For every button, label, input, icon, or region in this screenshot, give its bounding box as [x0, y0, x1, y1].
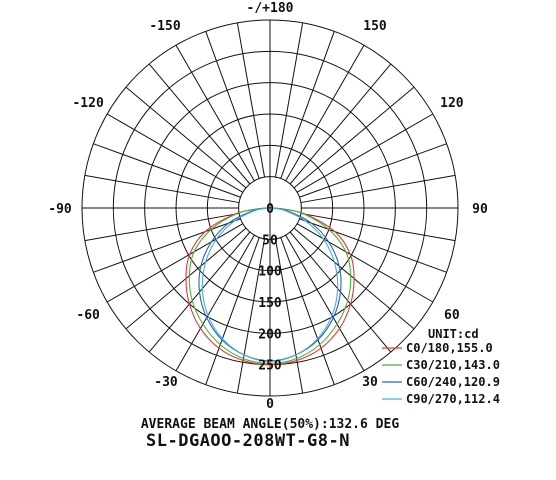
radial-tick-label-250: 250: [258, 359, 282, 374]
grid-spoke-70: [299, 218, 447, 273]
series-line-4: [201, 207, 339, 363]
legend-label-2: C30/210,143.0: [406, 358, 500, 372]
grid-spoke-140: [289, 63, 392, 185]
series-layer: [185, 207, 355, 366]
grid-spoke-20: [280, 237, 335, 385]
series-line-1: [185, 207, 355, 366]
grid-spoke-150: [285, 44, 365, 182]
angle-label-150: 150: [363, 19, 387, 34]
grid-spoke-130: [293, 86, 415, 189]
angle-label-neg60: -60: [76, 308, 100, 323]
grid-spoke-230: [125, 86, 247, 189]
unit-label: UNIT:cd: [428, 327, 479, 341]
grid-spoke-10: [274, 238, 304, 394]
grid-spoke-170: [274, 22, 304, 178]
angle-label-60: 60: [444, 308, 460, 323]
legend-label-1: C0/180,155.0: [406, 341, 493, 355]
grid-spoke-290: [93, 218, 241, 273]
radial-tick-label-150: 150: [258, 296, 282, 311]
angle-label-180: -/+180: [247, 1, 294, 16]
series-line-2: [188, 207, 352, 364]
radial-tick-label-0: 0: [266, 202, 274, 217]
grid-spoke-330: [175, 234, 255, 372]
grid-spoke-210: [175, 44, 255, 182]
grid-spoke-220: [148, 63, 251, 185]
grid-spoke-30: [285, 234, 365, 372]
grid-spoke-240: [106, 113, 244, 193]
legend-label-3: C60/240,120.9: [406, 375, 500, 389]
angle-label-neg90: -90: [48, 202, 72, 217]
grid-spoke-340: [205, 237, 260, 385]
radial-tick-label-200: 200: [258, 327, 282, 342]
angle-tick-labels: -/+180 150 -150 120 -120 90 -90 60 -60 30 -30 0: [48, 1, 488, 412]
angle-label-120: 120: [440, 96, 464, 111]
grid-spoke-300: [106, 223, 244, 303]
grid-spoke-250: [93, 143, 241, 198]
grid-spoke-200: [205, 31, 260, 179]
grid-spoke-120: [296, 113, 434, 193]
beam-angle-caption: AVERAGE BEAM ANGLE(50%):132.6 DEG: [141, 417, 399, 432]
grid-spoke-260: [84, 174, 240, 204]
grid-spoke-110: [299, 143, 447, 198]
series-line-3: [198, 207, 342, 362]
angle-label-neg150: -150: [149, 19, 180, 34]
radial-tick-label-50: 50: [262, 233, 278, 248]
grid-spoke-80: [300, 212, 456, 242]
legend: UNIT:cd C0/180,155.0 C30/210,143.0 C60/240…: [382, 327, 500, 406]
angle-label-30: 30: [362, 375, 378, 390]
grid-spoke-160: [280, 31, 335, 179]
angle-label-neg120: -120: [72, 96, 103, 111]
grid-spoke-100: [300, 174, 456, 204]
angle-label-neg30: -30: [154, 375, 178, 390]
legend-label-4: C90/270,112.4: [406, 392, 500, 406]
angle-label-90: 90: [472, 202, 488, 217]
radial-tick-labels: 0 50 100 150 200 250: [258, 202, 282, 374]
grid-spoke-60: [296, 223, 434, 303]
grid-spoke-280: [84, 212, 240, 242]
grid-spoke-190: [236, 22, 266, 178]
radial-tick-label-100: 100: [258, 265, 282, 280]
grid-spoke-350: [236, 238, 266, 394]
angle-label-0: 0: [266, 397, 274, 412]
model-caption: SL-DGAOO-208WT-G8-N: [146, 431, 350, 451]
